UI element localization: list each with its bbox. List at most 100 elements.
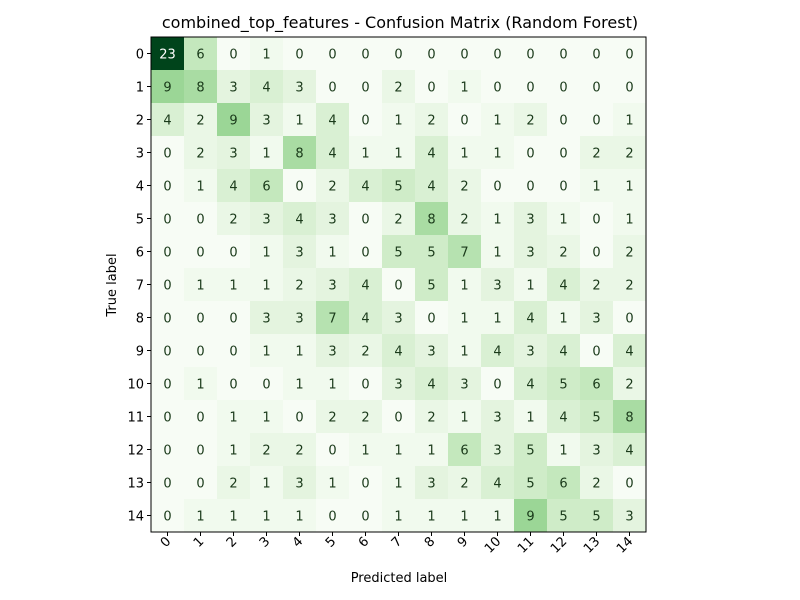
y-tick-label: 3: [136, 147, 144, 162]
cell-value-label: 1: [295, 378, 303, 393]
heatmap-cell: [382, 169, 415, 202]
cell-value-label: 4: [361, 279, 369, 294]
heatmap-cell: [547, 367, 580, 400]
cell-value-label: 5: [394, 246, 402, 261]
heatmap-cell: [547, 70, 580, 103]
heatmap-cell: [448, 499, 481, 532]
cell-value-label: 3: [229, 147, 237, 162]
heatmap-cell: [481, 334, 514, 367]
heatmap-cell: [217, 202, 250, 235]
cell-value-label: 5: [592, 510, 600, 525]
heatmap-cell: [448, 466, 481, 499]
heatmap-cell: [514, 202, 547, 235]
cell-value-label: 0: [196, 345, 204, 360]
cell-value-label: 0: [229, 312, 237, 327]
cell-value-label: 2: [460, 477, 468, 492]
cell-value-label: 0: [625, 81, 633, 96]
heatmap-cell: [547, 301, 580, 334]
heatmap-cell: [481, 433, 514, 466]
chart-title: combined_top_features - Confusion Matrix…: [162, 13, 638, 33]
cell-value-label: 5: [559, 510, 567, 525]
matrix-cells: 23 6 0 1 0 0 0 0 0 0 0 0 0 0 09 8 3 4 3 0 0 2 0 1 0 0 0 0 04 2 9 3 1 4 0 1 2…: [151, 37, 646, 532]
heatmap-cell: [349, 235, 382, 268]
cell-value-label: 1: [460, 312, 468, 327]
cell-value-label: 0: [361, 213, 369, 228]
heatmap-cell: [151, 202, 184, 235]
y-tick-label: 2: [136, 114, 144, 129]
heatmap-cell: [514, 367, 547, 400]
heatmap-cell: [316, 268, 349, 301]
heatmap-cell: [250, 37, 283, 70]
cell-value-label: 1: [559, 312, 567, 327]
heatmap-cell: [250, 367, 283, 400]
cell-value-label: 3: [295, 477, 303, 492]
cell-value-label: 0: [394, 411, 402, 426]
heatmap-cell: [580, 499, 613, 532]
cell-value-label: 4: [394, 345, 402, 360]
heatmap-cell: [547, 334, 580, 367]
heatmap-cell: [316, 466, 349, 499]
cell-value-label: 1: [262, 147, 270, 162]
heatmap-cell: [547, 37, 580, 70]
heatmap-cell: [448, 334, 481, 367]
heatmap-cell: [316, 70, 349, 103]
cell-value-label: 3: [592, 312, 600, 327]
cell-value-label: 1: [196, 510, 204, 525]
cell-value-label: 1: [262, 477, 270, 492]
cell-value-label: 2: [295, 444, 303, 459]
heatmap-cell: [613, 433, 646, 466]
cell-value-label: 2: [427, 411, 435, 426]
cell-value-label: 0: [163, 378, 171, 393]
cell-value-label: 1: [295, 114, 303, 129]
x-tick-label: 3: [257, 534, 273, 550]
heatmap-cell: [184, 301, 217, 334]
cell-value-label: 1: [427, 444, 435, 459]
x-tick-label: 2: [224, 534, 240, 550]
cell-value-label: 0: [493, 180, 501, 195]
cell-value-label: 3: [262, 312, 270, 327]
y-tick-label: 11: [127, 411, 144, 426]
heatmap-cell: [316, 37, 349, 70]
heatmap-cell: [283, 70, 316, 103]
heatmap-cell: [415, 367, 448, 400]
heatmap-cell: [349, 499, 382, 532]
heatmap-cell: [349, 268, 382, 301]
heatmap-cell: [151, 37, 184, 70]
heatmap-cell: [283, 202, 316, 235]
cell-value-label: 2: [196, 147, 204, 162]
cell-value-label: 3: [262, 213, 270, 228]
cell-value-label: 1: [460, 345, 468, 360]
heatmap-cell: [547, 103, 580, 136]
cell-value-label: 1: [625, 213, 633, 228]
cell-value-label: 1: [394, 510, 402, 525]
cell-value-label: 4: [493, 477, 501, 492]
cell-value-label: 1: [262, 345, 270, 360]
cell-value-label: 4: [328, 147, 336, 162]
cell-value-label: 0: [295, 180, 303, 195]
cell-value-label: 0: [427, 48, 435, 63]
cell-value-label: 1: [229, 279, 237, 294]
cell-value-label: 3: [493, 279, 501, 294]
heatmap-cell: [415, 103, 448, 136]
cell-value-label: 2: [625, 378, 633, 393]
cell-value-label: 0: [625, 312, 633, 327]
cell-value-label: 2: [592, 279, 600, 294]
heatmap-cell: [250, 499, 283, 532]
cell-value-label: 1: [196, 180, 204, 195]
cell-value-label: 5: [592, 411, 600, 426]
cell-value-label: 2: [361, 411, 369, 426]
cell-value-label: 3: [328, 345, 336, 360]
cell-value-label: 2: [394, 213, 402, 228]
cell-value-label: 7: [328, 312, 336, 327]
cell-value-label: 4: [559, 279, 567, 294]
cell-value-label: 0: [328, 510, 336, 525]
cell-value-label: 4: [328, 114, 336, 129]
heatmap-cell: [415, 37, 448, 70]
cell-value-label: 3: [493, 411, 501, 426]
heatmap-cell: [514, 103, 547, 136]
heatmap-cell: [283, 103, 316, 136]
heatmap-cell: [415, 499, 448, 532]
cell-value-label: 0: [196, 312, 204, 327]
heatmap-cell: [481, 169, 514, 202]
x-axis-label: Predicted label: [351, 571, 448, 586]
